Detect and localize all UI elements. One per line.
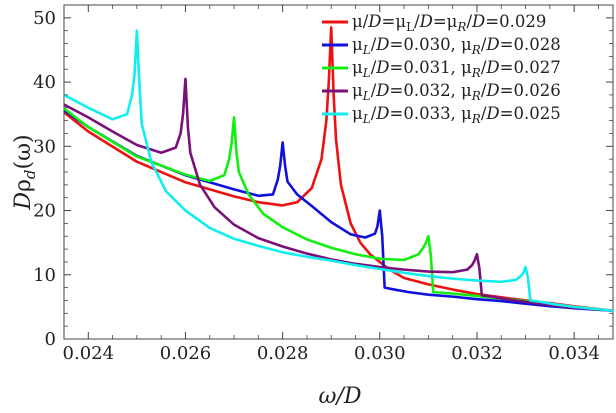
x-tick-label: 0.032 <box>451 343 503 364</box>
x-tick-label: 0.026 <box>160 343 212 364</box>
y-tick-label: 20 <box>33 201 56 222</box>
y-tick-label: 0 <box>45 329 56 350</box>
x-tick-label: 0.034 <box>548 343 600 364</box>
legend-label-4: μL/D=0.032, μR/D=0.026 <box>352 81 561 103</box>
y-tick-label: 50 <box>33 8 56 29</box>
x-tick-label: 0.030 <box>354 343 406 364</box>
legend-label-5: μL/D=0.033, μR/D=0.025 <box>352 104 561 126</box>
legend-label-3: μL/D=0.031, μR/D=0.027 <box>352 58 561 80</box>
y-tick-label: 40 <box>33 72 56 93</box>
legend-label-2: μL/D=0.030, μR/D=0.028 <box>352 35 561 57</box>
x-tick-label: 0.028 <box>257 343 309 364</box>
y-tick-label: 30 <box>33 136 56 157</box>
x-tick-label: 0.024 <box>63 343 115 364</box>
x-axis: 0.024 0.026 0.028 0.030 0.032 0.034 <box>63 5 600 364</box>
x-axis-label: ω/D <box>319 384 362 409</box>
legend-label-1: μ/D=μL/D=μR/D=0.029 <box>352 12 546 34</box>
series-line-2 <box>63 109 614 313</box>
y-axis: 0 10 20 30 40 50 <box>33 8 613 350</box>
series-line-5 <box>63 29 614 313</box>
series-line-3 <box>63 107 614 313</box>
series-layer <box>63 26 614 313</box>
y-tick-label: 10 <box>33 265 56 286</box>
y-axis-label: Dρd(ω) <box>11 134 39 210</box>
